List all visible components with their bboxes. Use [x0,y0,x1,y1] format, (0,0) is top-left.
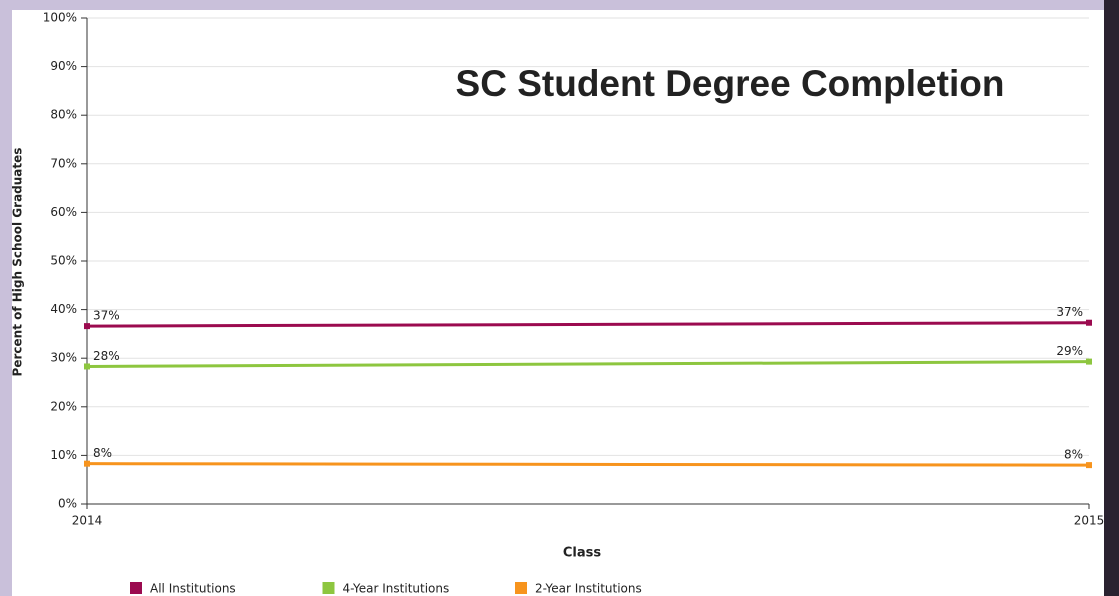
data-label: 8% [1064,448,1083,462]
y-tick-label: 40% [50,302,77,316]
y-tick-label: 80% [50,108,77,122]
y-tick-label: 50% [50,254,77,268]
panel [12,10,1104,596]
data-label: 28% [93,349,120,363]
point-marker [84,363,90,370]
y-tick-label: 10% [50,448,77,462]
x-axis-label: Class [563,546,602,561]
shadow-edge [1104,0,1119,596]
y-tick-label: 90% [50,59,77,73]
series-line [86,321,1090,328]
x-tick-label: 2015 [1074,514,1105,528]
point-marker [1086,358,1092,365]
series-line [86,462,1090,467]
legend-label: 4-Year Institutions [343,582,450,596]
y-tick-label: 60% [50,205,77,219]
y-axis-label: Percent of High School Graduates [11,148,25,377]
data-label: 29% [1056,344,1083,358]
data-label: 37% [93,309,120,323]
y-tick-label: 30% [50,351,77,365]
chart-title: SC Student Degree Completion [456,63,1005,104]
y-tick-label: 70% [50,156,77,170]
x-tick-label: 2014 [72,514,103,528]
data-label: 8% [93,446,112,460]
point-marker [1086,462,1092,469]
data-label: 37% [1056,305,1083,319]
y-tick-label: 20% [50,399,77,413]
legend-label: All Institutions [150,582,236,596]
point-marker [84,460,90,467]
legend-swatch [515,582,527,594]
legend-label: 2-Year Institutions [535,582,642,596]
series-line [86,360,1090,368]
legend-swatch [322,582,335,594]
point-marker [84,323,90,330]
point-marker [1086,319,1092,326]
legend-swatch [130,582,142,594]
y-tick-label: 100% [43,11,77,25]
y-tick-label: 0% [58,497,77,511]
